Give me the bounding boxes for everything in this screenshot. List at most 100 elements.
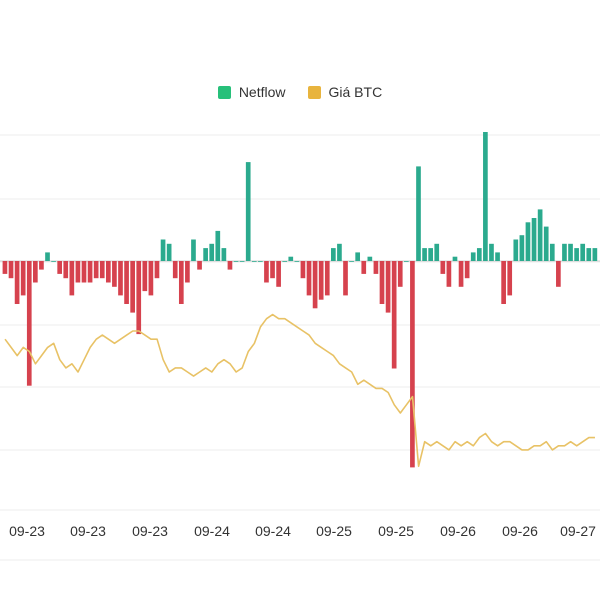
netflow-bar xyxy=(294,261,300,262)
legend-swatch-netflow xyxy=(217,85,231,99)
netflow-bar xyxy=(434,243,440,261)
netflow-bar xyxy=(574,248,579,261)
netflow-bar xyxy=(245,162,251,261)
netflow-bar xyxy=(142,261,148,292)
netflow-bar xyxy=(476,248,482,261)
netflow-bar xyxy=(586,248,592,261)
netflow-bar xyxy=(203,248,208,261)
netflow-bar xyxy=(130,261,135,313)
netflow-bar xyxy=(367,256,373,261)
netflow-bar xyxy=(221,248,227,261)
netflow-bar xyxy=(26,261,32,386)
legend-item-netflow[interactable]: Netflow xyxy=(217,84,286,100)
netflow-bar xyxy=(93,261,99,279)
netflow-bar xyxy=(349,261,354,262)
x-tick-label: 09-24 xyxy=(194,523,230,539)
netflow-bar xyxy=(209,243,215,261)
netflow-bar xyxy=(446,261,452,287)
netflow-bar xyxy=(592,248,598,261)
netflow-bar xyxy=(300,261,306,279)
netflow-bar xyxy=(513,239,519,261)
netflow-bar xyxy=(227,261,233,270)
netflow-bar xyxy=(105,261,111,283)
netflow-bar xyxy=(507,261,513,296)
legend-item-price[interactable]: Giá BTC xyxy=(307,84,383,100)
netflow-bar xyxy=(324,261,330,296)
legend-label-netflow: Netflow xyxy=(238,84,286,100)
netflow-bar xyxy=(2,261,8,274)
netflow-bar xyxy=(391,261,397,369)
netflow-bar xyxy=(464,261,470,279)
netflow-bar xyxy=(525,222,531,261)
netflow-bar xyxy=(458,261,464,287)
netflow-bar xyxy=(568,243,573,261)
netflow-bar xyxy=(410,261,415,468)
netflow-bar xyxy=(556,261,561,287)
x-tick-label: 09-23 xyxy=(70,523,106,539)
netflow-bar xyxy=(136,261,142,335)
x-tick-label: 09-26 xyxy=(440,523,476,539)
netflow-bar xyxy=(440,261,446,274)
netflow-bar xyxy=(264,261,269,283)
netflow-bar xyxy=(549,243,555,261)
netflow-bar xyxy=(258,261,263,262)
netflow-bar xyxy=(580,243,586,261)
netflow-bar xyxy=(373,261,379,274)
legend-label-price: Giá BTC xyxy=(328,84,383,100)
netflow-bar xyxy=(337,243,342,261)
netflow-bar xyxy=(75,261,81,283)
netflow-bar xyxy=(355,252,361,261)
x-tick-label: 09-23 xyxy=(132,523,168,539)
netflow-bar xyxy=(81,261,87,283)
netflow-bar xyxy=(385,261,391,313)
netflow-bar xyxy=(422,248,427,261)
netflow-bar xyxy=(87,261,93,283)
netflow-bar xyxy=(489,243,494,261)
netflow-bar xyxy=(118,261,123,296)
netflow-bar xyxy=(57,261,63,274)
netflow-bar xyxy=(233,261,239,262)
netflow-bar xyxy=(148,261,154,296)
netflow-bar xyxy=(397,261,403,287)
netflow-bar xyxy=(178,261,184,304)
price-line xyxy=(4,313,595,468)
netflow-bar xyxy=(20,261,26,296)
netflow-bar xyxy=(39,261,44,270)
netflow-bar xyxy=(191,239,196,261)
netflow-bar xyxy=(33,261,38,283)
netflow-bar xyxy=(197,261,202,270)
x-tick-label: 09-25 xyxy=(316,523,352,539)
netflow-bar xyxy=(14,261,20,304)
netflow-bar xyxy=(543,226,549,261)
netflow-bar xyxy=(562,243,567,261)
netflow-bar xyxy=(154,261,160,279)
x-tick-label: 09-27 xyxy=(560,523,596,539)
netflow-bar xyxy=(403,261,409,262)
netflow-bar xyxy=(160,239,166,261)
netflow-bar xyxy=(343,261,348,296)
netflow-bar xyxy=(172,261,178,279)
netflow-bar xyxy=(282,261,288,262)
netflow-bar xyxy=(288,256,294,261)
netflow-bar xyxy=(416,166,421,261)
legend-swatch-price xyxy=(307,85,321,99)
netflow-bar xyxy=(8,261,14,279)
netflow-bar xyxy=(531,218,537,261)
netflow-bar xyxy=(99,261,105,279)
netflow-bar xyxy=(318,261,324,300)
netflow-bar xyxy=(501,261,506,304)
x-tick-label: 09-24 xyxy=(255,523,291,539)
netflow-bar xyxy=(331,248,336,261)
netflow-bar xyxy=(239,261,245,262)
netflow-bar xyxy=(276,261,281,287)
netflow-bar xyxy=(51,261,56,262)
netflow-bar xyxy=(483,132,488,261)
netflow-bar xyxy=(452,256,458,261)
netflow-bar xyxy=(215,230,221,261)
chart-legend: Netflow Giá BTC xyxy=(0,84,600,100)
netflow-bar xyxy=(519,235,525,261)
x-tick-label: 09-25 xyxy=(378,523,414,539)
netflow-bar xyxy=(428,248,433,261)
netflow-bar xyxy=(306,261,312,296)
netflow-bar xyxy=(495,252,500,261)
